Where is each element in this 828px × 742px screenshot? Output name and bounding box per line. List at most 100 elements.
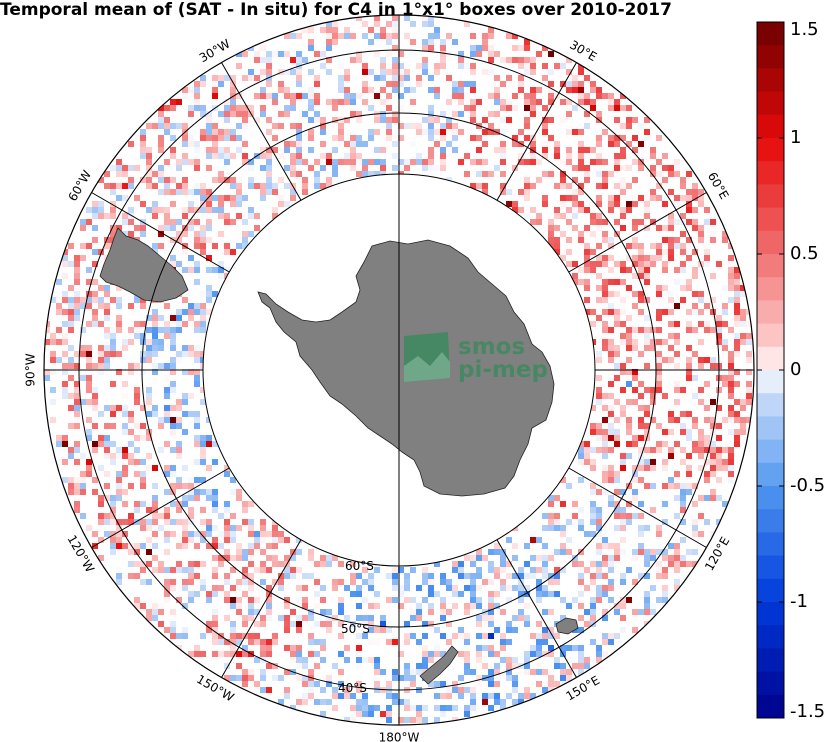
anomaly-cell [434,705,440,711]
anomaly-cell [620,213,626,219]
anomaly-cell [680,507,686,513]
anomaly-cell [188,201,194,207]
anomaly-cell [494,543,500,549]
anomaly-cell [668,255,674,261]
anomaly-cell [254,525,260,531]
anomaly-cell [260,195,266,201]
anomaly-cell [698,297,704,303]
anomaly-cell [518,129,524,135]
anomaly-cell [350,621,356,627]
anomaly-cell [584,177,590,183]
anomaly-cell [530,105,536,111]
anomaly-cell [116,525,122,531]
anomaly-cell [578,603,584,609]
anomaly-cell [182,309,188,315]
anomaly-cell [488,645,494,651]
anomaly-cell [554,213,560,219]
anomaly-cell [566,483,572,489]
anomaly-cell [152,207,158,213]
anomaly-cell [608,543,614,549]
anomaly-cell [710,447,716,453]
anomaly-cell [404,585,410,591]
anomaly-cell [578,579,584,585]
anomaly-cell [686,435,692,441]
anomaly-cell [248,615,254,621]
anomaly-cell [170,135,176,141]
anomaly-cell [242,567,248,573]
anomaly-cell [98,501,104,507]
anomaly-cell [704,399,710,405]
anomaly-cell [404,75,410,81]
anomaly-cell [50,357,56,363]
anomaly-cell [344,615,350,621]
anomaly-cell [308,129,314,135]
anomaly-cell [314,183,320,189]
anomaly-cell [584,447,590,453]
anomaly-cell [110,189,116,195]
anomaly-cell [596,651,602,657]
anomaly-cell [428,87,434,93]
anomaly-cell [332,147,338,153]
anomaly-cell [158,345,164,351]
anomaly-cell [266,663,272,669]
anomaly-cell [644,459,650,465]
anomaly-cell [614,603,620,609]
anomaly-cell [596,429,602,435]
anomaly-cell [188,567,194,573]
anomaly-cell [734,285,740,291]
anomaly-cell [392,573,398,579]
anomaly-cell [188,579,194,585]
anomaly-cell [266,171,272,177]
anomaly-cell [620,321,626,327]
anomaly-cell [596,387,602,393]
anomaly-cell [614,399,620,405]
anomaly-cell [608,561,614,567]
anomaly-cell [566,675,572,681]
anomaly-cell [704,321,710,327]
anomaly-cell [644,195,650,201]
anomaly-cell [98,207,104,213]
anomaly-cell [170,387,176,393]
anomaly-cell [344,141,350,147]
anomaly-cell [674,171,680,177]
anomaly-cell [680,249,686,255]
anomaly-cell [356,573,362,579]
anomaly-cell [140,357,146,363]
anomaly-cell [284,693,290,699]
anomaly-cell [578,573,584,579]
anomaly-cell [662,165,668,171]
anomaly-cell [152,243,158,249]
anomaly-cell [224,177,230,183]
anomaly-cell [506,57,512,63]
anomaly-cell [488,33,494,39]
anomaly-cell [578,267,584,273]
anomaly-cell [470,135,476,141]
anomaly-cell [152,531,158,537]
anomaly-cell [434,681,440,687]
anomaly-cell [182,153,188,159]
anomaly-cell [86,399,92,405]
anomaly-cell [692,189,698,195]
anomaly-cell [62,363,68,369]
anomaly-cell [596,93,602,99]
anomaly-cell [152,345,158,351]
anomaly-cell [230,621,236,627]
anomaly-cell [656,381,662,387]
anomaly-cell [374,567,380,573]
anomaly-cell [242,111,248,117]
anomaly-cell [662,567,668,573]
anomaly-cell [746,351,752,357]
anomaly-cell [500,699,506,705]
anomaly-cell [206,195,212,201]
anomaly-cell [728,375,734,381]
anomaly-cell [746,387,752,393]
anomaly-cell [662,519,668,525]
anomaly-cell [356,117,362,123]
anomaly-cell [380,165,386,171]
anomaly-cell [656,195,662,201]
anomaly-cell [104,483,110,489]
anomaly-cell [566,87,572,93]
anomaly-cell [590,429,596,435]
anomaly-cell [698,465,704,471]
anomaly-cell [152,405,158,411]
